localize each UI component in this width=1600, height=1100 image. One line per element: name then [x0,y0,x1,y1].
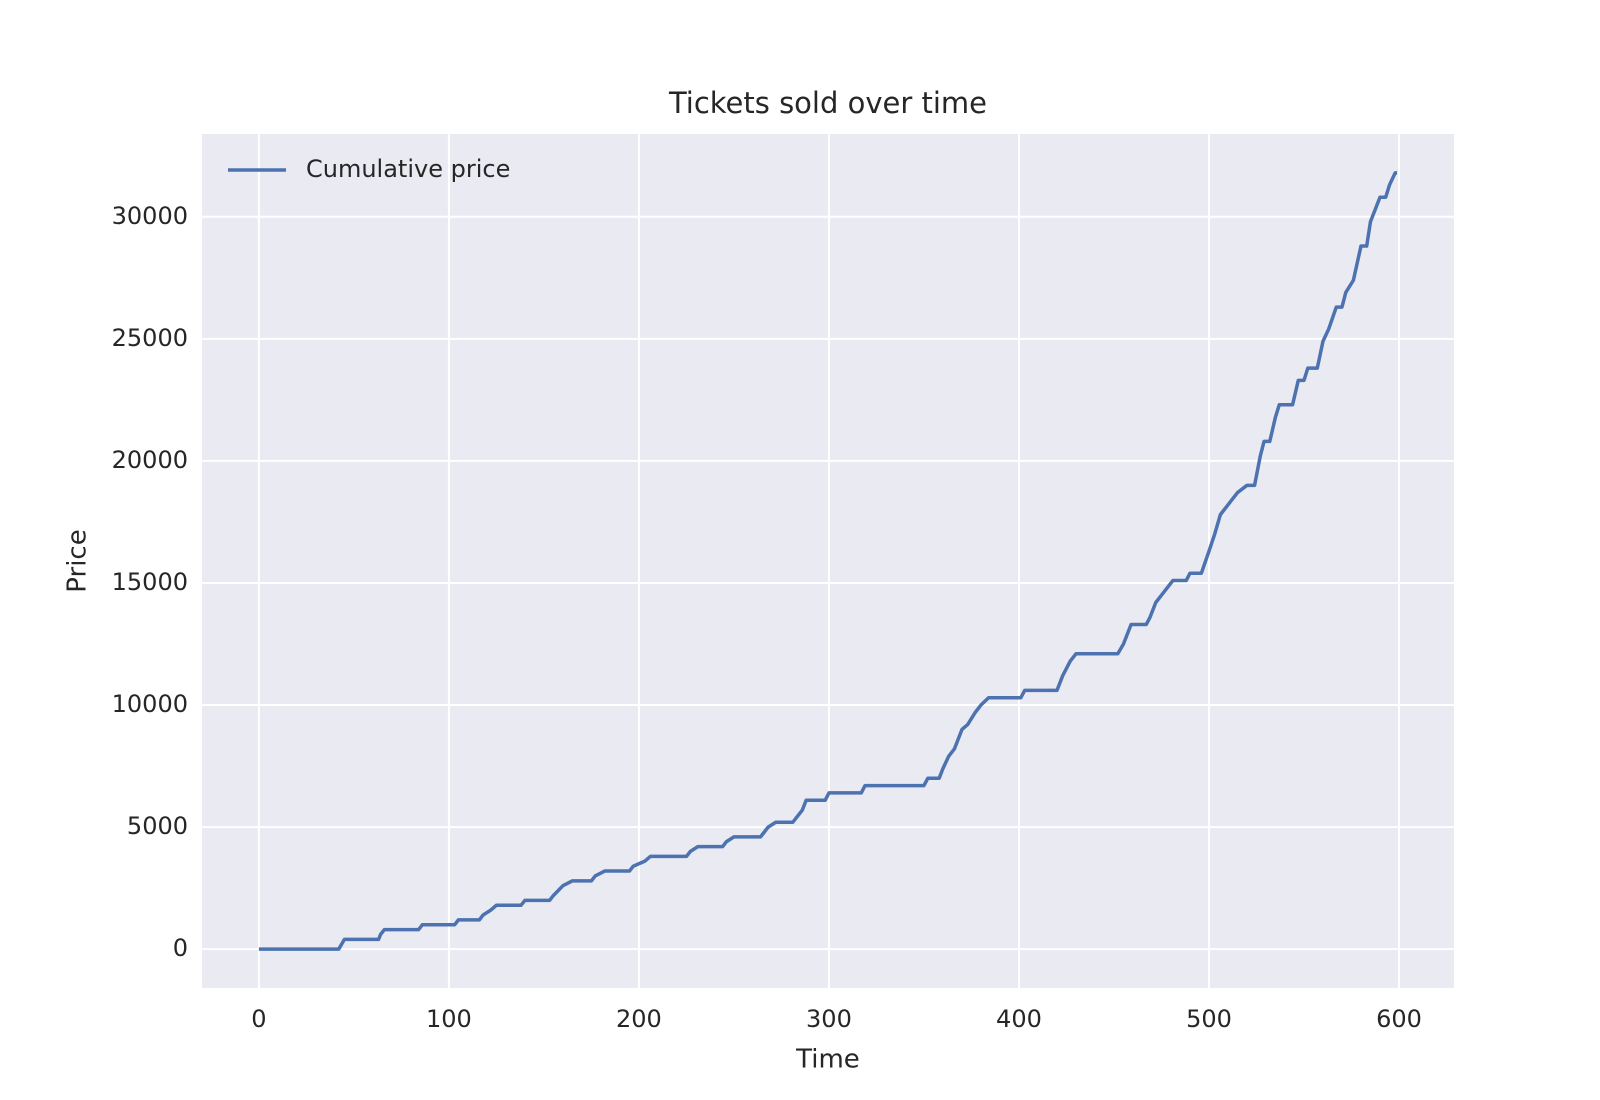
x-tick-label: 500 [1186,1005,1232,1033]
x-tick-label: 300 [806,1005,852,1033]
y-tick-label: 0 [173,934,188,962]
chart-title: Tickets sold over time [668,86,987,120]
y-tick-label: 20000 [112,446,188,474]
data-line [258,171,1398,951]
x-tick-label: 0 [251,1005,266,1033]
y-tick-label: 5000 [127,812,188,840]
x-tick-label: 400 [996,1005,1042,1033]
legend-label: Cumulative price [306,155,510,183]
x-tick-label: 100 [426,1005,472,1033]
y-axis-label: Price [63,529,93,592]
x-tick-label: 200 [616,1005,662,1033]
y-tick-label: 25000 [112,324,188,352]
x-axis-label: Time [795,1045,860,1075]
x-tick-label: 600 [1376,1005,1422,1033]
y-tick-label: 10000 [112,690,188,718]
y-tick-label: 30000 [112,202,188,230]
y-tick-label: 15000 [112,568,188,596]
